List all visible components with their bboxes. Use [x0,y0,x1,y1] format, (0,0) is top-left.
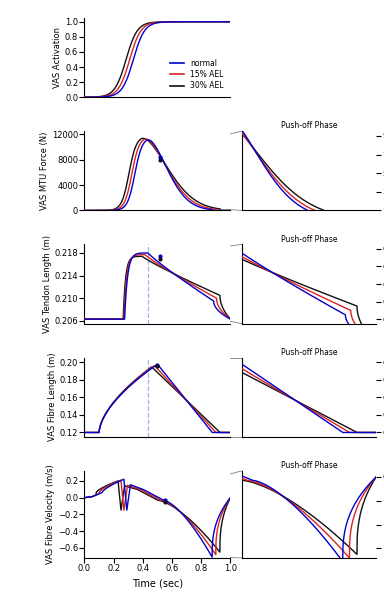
Y-axis label: VAS Fibre Length (m): VAS Fibre Length (m) [48,353,57,442]
Y-axis label: VAS Tendon Length (m): VAS Tendon Length (m) [43,235,52,333]
Title: Push-off Phase: Push-off Phase [281,348,338,357]
Y-axis label: VAS Activation: VAS Activation [53,27,62,88]
Y-axis label: VAS Fibre Velocity (m/s): VAS Fibre Velocity (m/s) [46,464,55,564]
Legend: normal, 15% AEL, 30% AEL: normal, 15% AEL, 30% AEL [167,56,227,94]
Title: Push-off Phase: Push-off Phase [281,235,338,244]
X-axis label: Time (sec): Time (sec) [132,579,183,589]
Y-axis label: VAS MTU Force (N): VAS MTU Force (N) [40,131,49,210]
Title: Push-off Phase: Push-off Phase [281,461,338,470]
Title: Push-off Phase: Push-off Phase [281,121,338,130]
